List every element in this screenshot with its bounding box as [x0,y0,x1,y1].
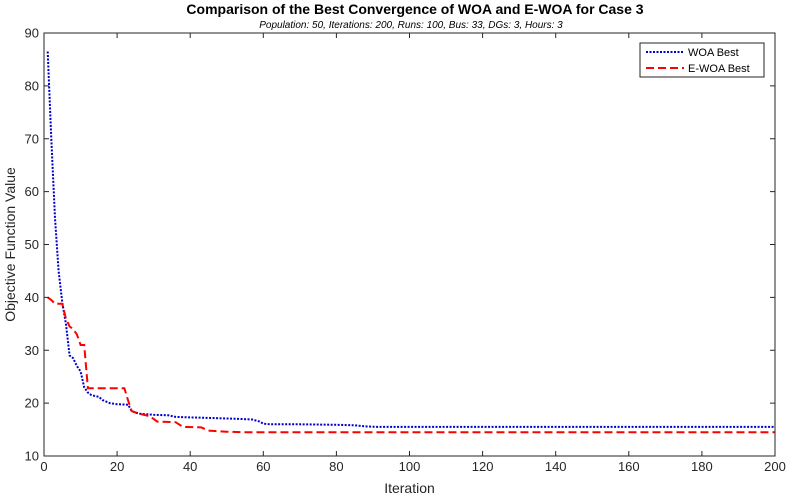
y-axis-label: Objective Function Value [2,167,18,322]
chart-subtitle: Population: 50, Iterations: 200, Runs: 1… [259,20,563,31]
series-line-1 [47,296,775,434]
y-tick-label-3: 40 [25,290,39,305]
y-tick-label-5: 60 [25,184,39,199]
y-tick-label-6: 70 [25,131,39,146]
chart-title: Comparison of the Best Convergence of WO… [186,1,643,17]
x-axis-label: Iteration [384,480,435,496]
x-tick-label-7: 140 [545,459,567,474]
y-tick-label-4: 50 [25,237,39,252]
x-tick-label-9: 180 [691,459,713,474]
x-tick-label-5: 100 [399,459,421,474]
y-tick-label-2: 30 [25,343,39,358]
y-tick-label-1: 20 [25,396,39,411]
series-line-0 [46,51,775,428]
y-tick-label-0: 10 [25,449,39,464]
axis-ticks: 0 20 40 60 80 100 120 140 160 180 200 10 20 30 40 50 60 7… [25,26,786,475]
y-tick-label-8: 90 [25,26,39,41]
legend: WOA Best E-WOA Best [639,42,765,78]
plot-series-group [46,51,775,434]
x-tick-label-1: 20 [110,459,124,474]
x-tick-label-6: 120 [472,459,494,474]
x-tick-label-2: 40 [183,459,197,474]
x-tick-label-3: 60 [256,459,270,474]
x-tick-label-4: 80 [329,459,343,474]
legend-label-ewoa: E-WOA Best [688,63,750,75]
y-tick-label-7: 80 [25,78,39,93]
legend-box [639,42,765,78]
x-tick-label-0: 0 [40,459,47,474]
legend-label-woa: WOA Best [688,47,739,59]
axes-box [43,32,776,457]
x-tick-label-10: 200 [764,459,786,474]
x-tick-label-8: 160 [618,459,640,474]
